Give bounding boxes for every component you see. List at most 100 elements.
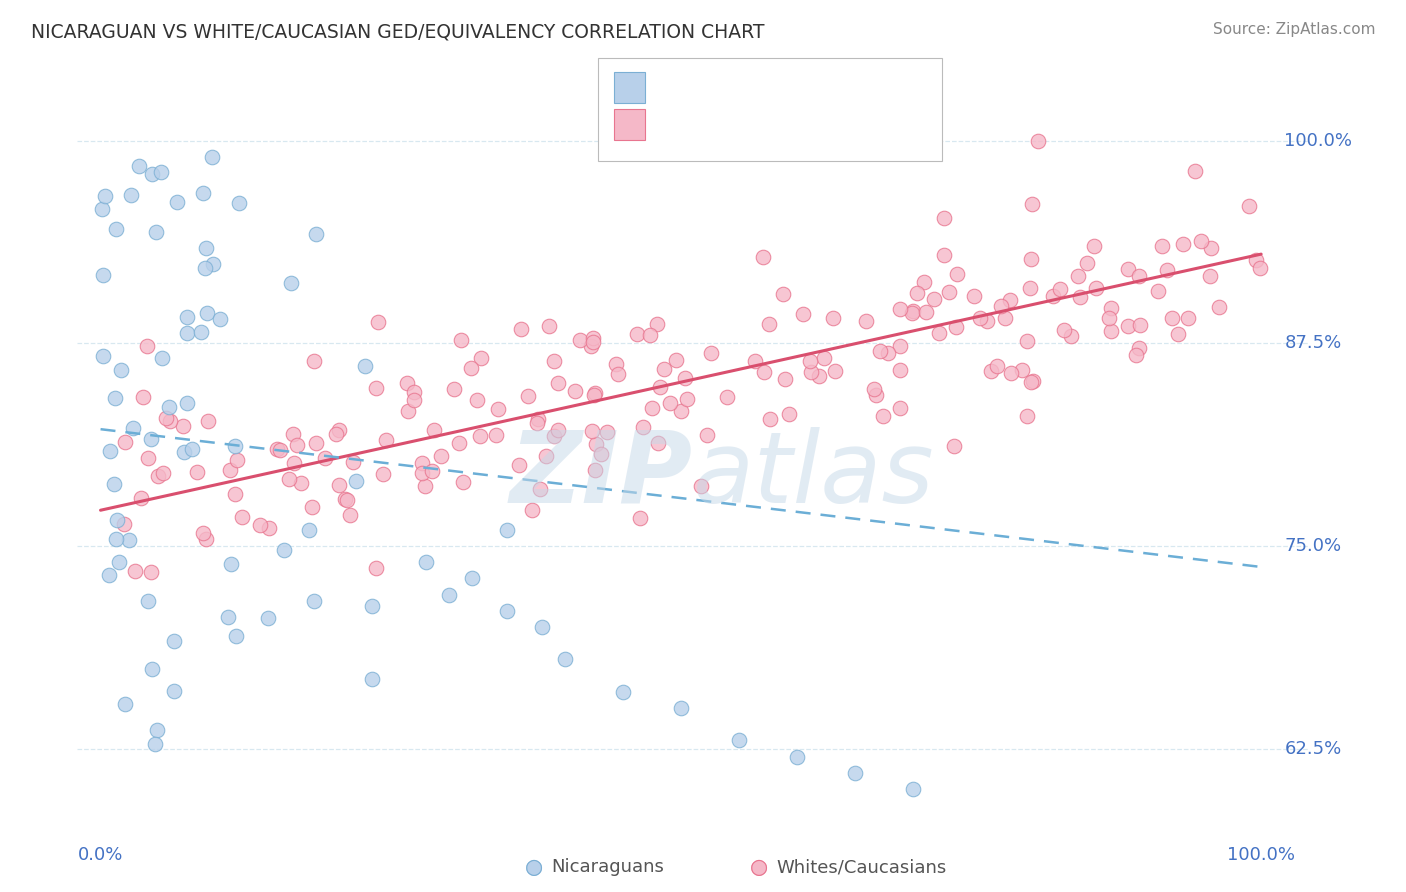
- Point: [131, 391, 153, 405]
- Point: [986, 359, 1008, 373]
- Point: [105, 513, 128, 527]
- Point: [415, 555, 437, 569]
- Point: [994, 310, 1017, 325]
- Point: [942, 439, 965, 453]
- Point: [526, 416, 548, 430]
- Point: [373, 467, 395, 482]
- Point: [396, 404, 419, 418]
- Point: [1019, 252, 1042, 267]
- Point: [152, 467, 174, 481]
- Point: [752, 365, 775, 379]
- Point: [374, 433, 396, 447]
- Point: [302, 354, 325, 368]
- Point: [633, 420, 655, 434]
- Point: [104, 532, 127, 546]
- Point: [404, 384, 426, 399]
- Point: [1146, 285, 1168, 299]
- Point: [120, 188, 142, 202]
- Text: 62.5%: 62.5%: [1284, 739, 1341, 757]
- Point: [266, 442, 288, 457]
- Point: [1173, 236, 1195, 251]
- Point: [669, 403, 692, 417]
- Point: [626, 327, 648, 342]
- Text: N =: N =: [776, 78, 813, 97]
- Point: [225, 629, 247, 643]
- Point: [413, 479, 436, 493]
- Point: [1199, 241, 1222, 255]
- Point: [716, 390, 738, 404]
- Point: [269, 442, 291, 457]
- Point: [612, 685, 634, 699]
- Point: [628, 511, 651, 525]
- Point: [1237, 199, 1260, 213]
- Point: [194, 532, 217, 546]
- Point: [823, 310, 845, 325]
- Point: [900, 305, 922, 319]
- Point: [596, 425, 619, 440]
- Point: [568, 333, 591, 347]
- Point: [226, 453, 249, 467]
- Point: [1015, 334, 1038, 348]
- Point: [121, 421, 143, 435]
- Point: [208, 311, 231, 326]
- Point: [1098, 310, 1121, 325]
- Text: ○: ○: [526, 857, 543, 877]
- Point: [537, 319, 560, 334]
- Point: [938, 285, 960, 299]
- Point: [889, 401, 911, 416]
- Point: [589, 447, 612, 461]
- Point: [285, 438, 308, 452]
- Point: [773, 371, 796, 385]
- Point: [91, 349, 114, 363]
- Point: [141, 662, 163, 676]
- Point: [194, 261, 217, 276]
- Point: [465, 392, 488, 407]
- Point: [136, 594, 159, 608]
- Point: [976, 314, 998, 328]
- Point: [1244, 253, 1267, 268]
- Text: 100.0%: 100.0%: [1284, 132, 1353, 150]
- Point: [273, 542, 295, 557]
- Point: [163, 683, 186, 698]
- Text: R =: R =: [657, 115, 692, 135]
- Point: [582, 331, 605, 345]
- Point: [145, 225, 167, 239]
- Point: [176, 326, 198, 340]
- Point: [186, 465, 208, 479]
- Point: [201, 150, 224, 164]
- Point: [673, 371, 696, 385]
- Point: [468, 428, 491, 442]
- Point: [1125, 348, 1147, 362]
- Point: [889, 362, 911, 376]
- Point: [217, 610, 239, 624]
- Point: [453, 475, 475, 489]
- Point: [138, 450, 160, 465]
- Point: [1052, 322, 1074, 336]
- Point: [901, 782, 924, 797]
- Point: [744, 354, 766, 368]
- Point: [181, 442, 204, 457]
- Point: [305, 227, 328, 241]
- Point: [283, 456, 305, 470]
- Point: [201, 257, 224, 271]
- Point: [105, 222, 128, 236]
- Point: [361, 599, 384, 613]
- Point: [129, 491, 152, 505]
- Point: [1118, 262, 1140, 277]
- Point: [1128, 268, 1150, 283]
- Point: [190, 325, 212, 339]
- Point: [844, 765, 866, 780]
- Point: [139, 565, 162, 579]
- Text: NICARAGUAN VS WHITE/CAUCASIAN GED/EQUIVALENCY CORRELATION CHART: NICARAGUAN VS WHITE/CAUCASIAN GED/EQUIVA…: [31, 22, 765, 41]
- Point: [150, 164, 173, 178]
- Point: [928, 326, 950, 340]
- Point: [1019, 281, 1042, 295]
- Point: [447, 436, 470, 450]
- Point: [990, 299, 1012, 313]
- Point: [91, 268, 114, 282]
- Point: [751, 250, 773, 264]
- Point: [173, 444, 195, 458]
- Point: [934, 211, 956, 226]
- Text: 87.5%: 87.5%: [1284, 334, 1341, 352]
- Point: [1083, 239, 1105, 253]
